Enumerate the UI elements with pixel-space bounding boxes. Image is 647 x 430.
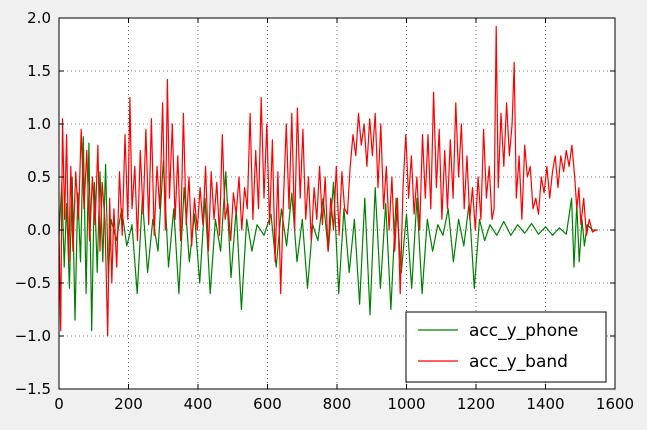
x-tick-label: 400 xyxy=(184,395,213,413)
legend-box xyxy=(405,311,607,383)
y-tick-label: 1.5 xyxy=(27,62,51,80)
ticks: 0 200 400 600 800 1000 1200 1400 1600 −1.5 −1.0 −0.… xyxy=(15,9,635,413)
x-tick-label: 1400 xyxy=(526,395,564,413)
y-tick-label: 2.0 xyxy=(27,9,51,27)
legend: acc_y_phone acc_y_band xyxy=(405,311,607,383)
legend-label: acc_y_phone xyxy=(469,321,578,341)
x-tick-label: 200 xyxy=(114,395,143,413)
legend-label: acc_y_band xyxy=(469,352,568,372)
series-line-acc-y-band xyxy=(58,25,598,337)
x-tick-label: 1000 xyxy=(387,395,425,413)
y-tick-label: 0.0 xyxy=(27,221,51,239)
y-tick-label: −1.5 xyxy=(15,380,51,398)
series-layer xyxy=(58,25,598,337)
y-tick-label: −1.0 xyxy=(15,327,51,345)
x-tick-label: 800 xyxy=(323,395,352,413)
x-tick-label: 1600 xyxy=(596,395,634,413)
y-tick-label: 1.0 xyxy=(27,115,51,133)
x-tick-label: 1200 xyxy=(457,395,495,413)
y-tick-label: 0.5 xyxy=(27,168,51,186)
x-tick-label: 600 xyxy=(253,395,282,413)
y-tick-label: −0.5 xyxy=(15,274,51,292)
x-tick-label: 0 xyxy=(54,395,64,413)
series-line-acc-y-phone xyxy=(58,136,598,332)
